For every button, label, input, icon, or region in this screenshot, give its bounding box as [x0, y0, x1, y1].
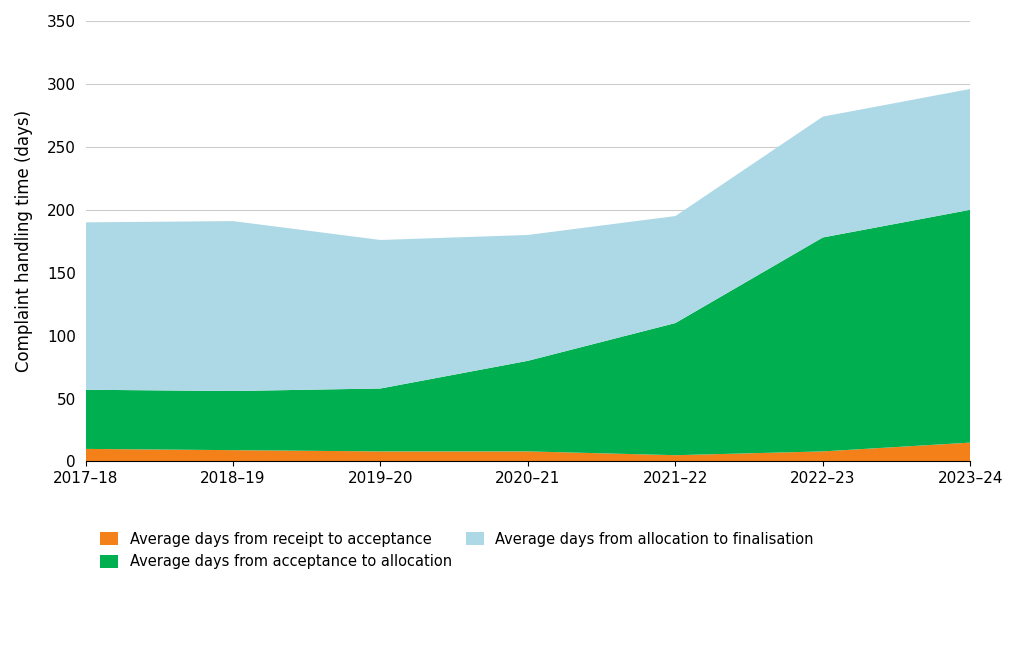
Legend: Average days from receipt to acceptance, Average days from acceptance to allocat: Average days from receipt to acceptance,…: [95, 526, 819, 575]
Y-axis label: Complaint handling time (days): Complaint handling time (days): [15, 110, 33, 372]
